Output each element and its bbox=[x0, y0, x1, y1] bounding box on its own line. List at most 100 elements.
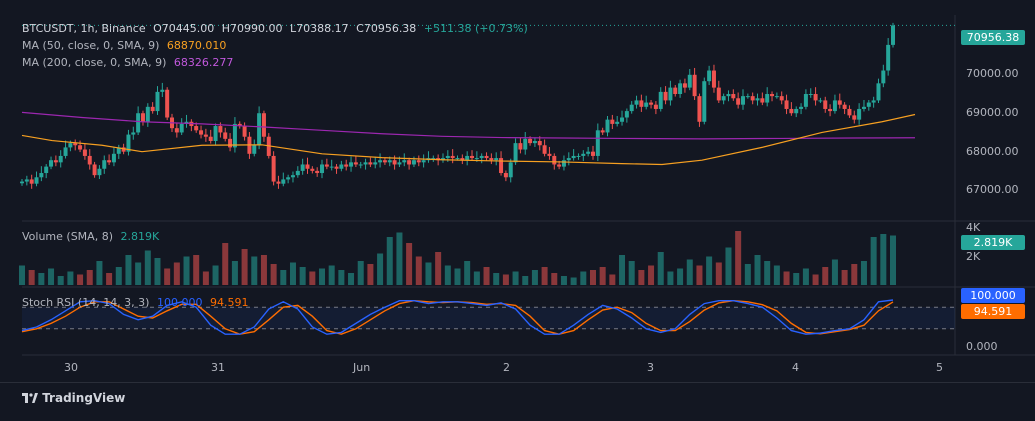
volume-bar bbox=[483, 267, 490, 285]
candle-body bbox=[620, 117, 625, 122]
candle-body bbox=[363, 162, 368, 165]
volume-bar bbox=[880, 234, 887, 285]
candle-body bbox=[339, 164, 344, 169]
ohlc-legend: BTCUSDT, 1h, Binance O70445.00 H70990.00… bbox=[22, 22, 532, 35]
candle-body bbox=[595, 130, 600, 156]
volume-bar bbox=[744, 264, 751, 285]
candle-body bbox=[876, 83, 881, 101]
volume-label: Volume (SMA, 8) bbox=[22, 230, 113, 243]
ma200-legend[interactable]: MA (200, close, 0, SMA, 9) 68326.277 bbox=[22, 56, 237, 69]
volume-bar bbox=[144, 250, 151, 285]
volume-bar bbox=[502, 274, 509, 285]
candle-body bbox=[329, 166, 334, 168]
high-value: H70990.00 bbox=[221, 22, 283, 35]
volume-bar bbox=[164, 268, 171, 285]
candle-body bbox=[624, 111, 629, 118]
candle-body bbox=[237, 123, 242, 127]
candle-body bbox=[774, 96, 779, 98]
time-label-jun: Jun bbox=[353, 361, 371, 374]
volume-bar bbox=[28, 270, 35, 285]
candle-body bbox=[707, 70, 712, 82]
stoch-k-line bbox=[21, 299, 894, 335]
volume-bar bbox=[67, 271, 74, 285]
candle-body bbox=[605, 119, 610, 133]
candle-body bbox=[532, 140, 537, 144]
candle-body bbox=[126, 134, 131, 152]
candle-body bbox=[286, 177, 291, 180]
candle-body bbox=[261, 113, 266, 137]
candle-body bbox=[450, 155, 455, 159]
candle-body bbox=[358, 164, 363, 166]
volume-value: 2.819K bbox=[120, 230, 160, 243]
candle-body bbox=[494, 158, 499, 161]
candle-body bbox=[881, 70, 886, 84]
volume-bar bbox=[599, 267, 606, 285]
volume-bar bbox=[38, 273, 45, 285]
candle-body bbox=[368, 162, 373, 165]
candle-body bbox=[852, 115, 857, 120]
volume-legend[interactable]: Volume (SMA, 8) 2.819K bbox=[22, 230, 163, 243]
candle-body bbox=[508, 162, 513, 178]
volume-bar bbox=[135, 262, 142, 285]
candle-body bbox=[165, 89, 170, 118]
volume-bar bbox=[231, 261, 238, 285]
candle-body bbox=[73, 143, 78, 146]
volume-bar bbox=[415, 256, 422, 285]
candle-body bbox=[745, 96, 750, 98]
candle-body bbox=[818, 100, 823, 102]
candle-body bbox=[39, 173, 44, 178]
volume-bar bbox=[677, 268, 684, 285]
candle-body bbox=[58, 155, 63, 163]
candle-body bbox=[823, 100, 828, 109]
candle-body bbox=[145, 106, 150, 122]
candle-body bbox=[53, 160, 58, 163]
volume-bar bbox=[560, 276, 567, 285]
volume-bar bbox=[280, 270, 287, 285]
volume-bar bbox=[77, 274, 84, 285]
time-label-2: 2 bbox=[503, 361, 510, 374]
candle-body bbox=[576, 155, 581, 157]
candle-body bbox=[600, 130, 605, 133]
volume-bar bbox=[338, 270, 345, 285]
volume-bar bbox=[609, 274, 616, 285]
volume-bar bbox=[125, 255, 132, 285]
volume-bar bbox=[319, 268, 326, 285]
candle-body bbox=[794, 108, 799, 114]
stoch-label: Stoch RSI (14, 14, 3, 3) bbox=[22, 296, 150, 309]
volume-bar bbox=[531, 270, 538, 285]
tradingview-logo[interactable]: TradingView bbox=[22, 391, 125, 405]
candle-body bbox=[716, 87, 721, 101]
volume-bar bbox=[154, 258, 161, 285]
time-label-4: 4 bbox=[792, 361, 799, 374]
volume-bar bbox=[793, 273, 800, 285]
candle-body bbox=[571, 155, 576, 159]
current-price-tag: 70956.38 bbox=[961, 30, 1025, 45]
close-value: C70956.38 bbox=[356, 22, 417, 35]
candle-body bbox=[281, 179, 286, 184]
candle-body bbox=[832, 100, 837, 112]
candle-body bbox=[484, 155, 489, 159]
candle-body bbox=[653, 104, 658, 109]
volume-bar bbox=[628, 261, 635, 285]
candle-body bbox=[731, 94, 736, 99]
candle-body bbox=[702, 81, 707, 122]
volume-bar bbox=[348, 273, 355, 285]
ma50-legend[interactable]: MA (50, close, 0, SMA, 9) 68870.010 bbox=[22, 39, 230, 52]
candle-body bbox=[750, 96, 755, 101]
volume-bar bbox=[783, 271, 790, 285]
candle-body bbox=[392, 160, 397, 165]
symbol-label: BTCUSDT, 1h, Binance bbox=[22, 22, 146, 35]
volume-bar bbox=[396, 232, 403, 285]
candle-body bbox=[803, 94, 808, 107]
candle-body bbox=[789, 108, 794, 114]
candle-body bbox=[518, 143, 523, 150]
price-pane bbox=[22, 15, 955, 220]
time-label-31: 31 bbox=[211, 361, 225, 374]
candle-body bbox=[886, 44, 891, 71]
logo-text: TradingView bbox=[42, 391, 126, 405]
candle-body bbox=[421, 160, 426, 163]
volume-bar bbox=[841, 270, 848, 285]
stoch-legend[interactable]: Stoch RSI (14, 14, 3, 3) 100.000 94.591 bbox=[22, 296, 252, 309]
